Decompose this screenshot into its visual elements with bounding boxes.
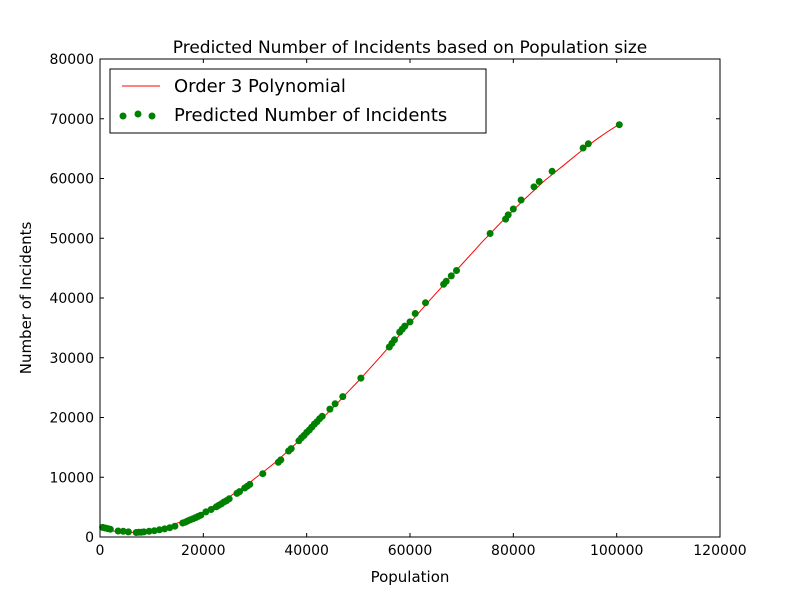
x-tick-label: 80000 (491, 543, 536, 559)
data-point (447, 272, 455, 280)
legend-label-points: Predicted Number of Incidents (174, 105, 447, 126)
data-point (535, 178, 543, 185)
data-point (236, 488, 243, 496)
data-point (140, 528, 148, 536)
data-point (357, 374, 365, 382)
legend-label-line: Order 3 Polynomial (174, 76, 346, 97)
data-point (442, 277, 450, 285)
y-tick-label: 80000 (49, 52, 94, 68)
x-axis-label: Population (371, 568, 450, 586)
chart-title: Predicted Number of Incidents based on P… (173, 38, 647, 58)
y-tick-label: 0 (85, 530, 94, 546)
axis-ticks: 0 20000 40000 60000 80000 100000 120000 0 10000 2… (49, 52, 746, 559)
data-point (509, 205, 517, 213)
data-point (145, 527, 153, 535)
y-tick-label: 70000 (49, 112, 94, 128)
data-point (391, 336, 398, 344)
y-tick-label: 30000 (49, 351, 94, 367)
data-point (406, 318, 414, 326)
legend-point-swatch (148, 112, 156, 120)
data-point (171, 522, 179, 530)
data-point (548, 167, 556, 175)
data-point (318, 412, 326, 420)
data-point (584, 140, 592, 148)
x-tick-label: 40000 (284, 543, 329, 559)
data-point (277, 456, 285, 464)
data-point (246, 480, 254, 488)
data-point (106, 525, 114, 533)
legend: Order 3 Polynomial Predicted Number of I… (109, 68, 487, 134)
data-point (579, 144, 587, 152)
legend-box (109, 68, 487, 134)
data-point (114, 527, 122, 535)
data-point (207, 506, 215, 513)
x-tick-label: 0 (96, 543, 105, 559)
x-tick-label: 120000 (693, 543, 746, 559)
x-tick-label: 60000 (388, 543, 433, 559)
data-point (504, 211, 512, 219)
plot-area (99, 121, 623, 536)
data-point (530, 183, 538, 191)
data-point (155, 526, 163, 534)
y-tick-label: 40000 (49, 291, 94, 307)
data-point (422, 299, 429, 307)
data-point (287, 445, 295, 453)
y-axis-label: Number of Incidents (17, 222, 35, 375)
data-point (486, 230, 494, 237)
y-tick-label: 10000 (49, 470, 94, 486)
data-point (339, 393, 347, 401)
data-point (411, 310, 419, 317)
x-tick-label: 20000 (181, 543, 226, 559)
data-point (453, 267, 460, 274)
data-point (202, 508, 210, 516)
data-point (124, 528, 132, 536)
x-tick-label: 100000 (590, 543, 643, 559)
data-point (326, 405, 334, 413)
data-point (197, 511, 205, 519)
data-point (615, 121, 623, 129)
data-point (517, 196, 525, 204)
legend-point-swatch (119, 112, 127, 120)
data-point (401, 322, 409, 330)
data-point (331, 400, 339, 408)
y-tick-label: 60000 (49, 172, 94, 188)
legend-point-swatch (134, 110, 142, 118)
data-point (119, 527, 127, 535)
data-point (259, 470, 267, 478)
y-tick-label: 20000 (49, 411, 94, 427)
data-point (225, 495, 233, 503)
y-tick-label: 50000 (49, 231, 94, 247)
